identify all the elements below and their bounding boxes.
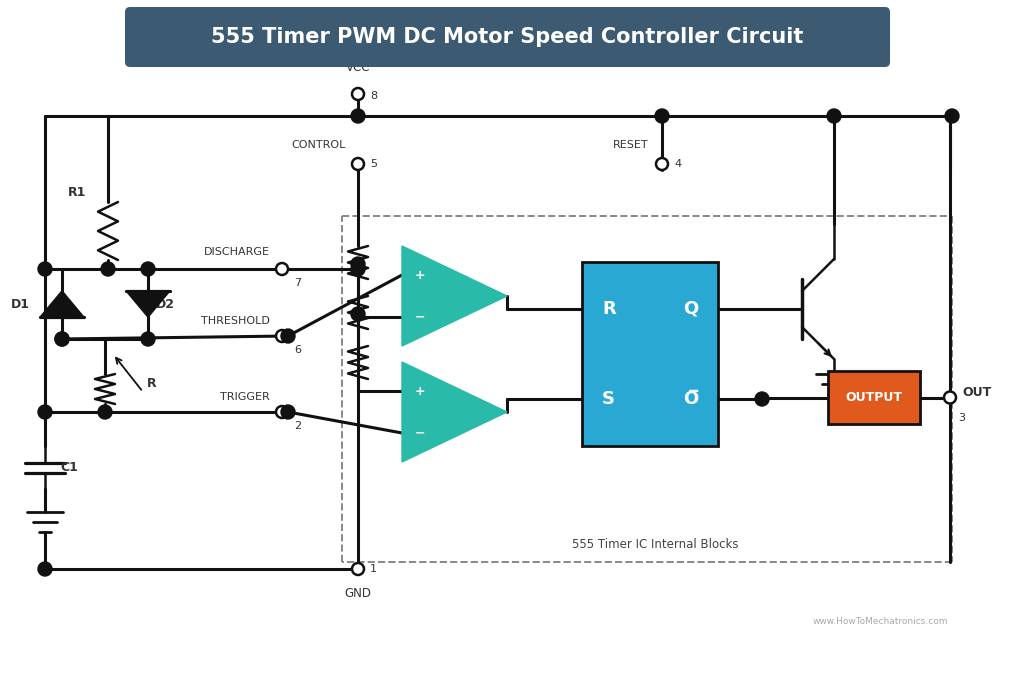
Circle shape: [827, 109, 841, 123]
Circle shape: [945, 109, 959, 123]
Circle shape: [38, 405, 52, 419]
Text: GND: GND: [344, 587, 372, 600]
Text: THRESHOLD: THRESHOLD: [201, 316, 270, 326]
Circle shape: [276, 263, 288, 275]
Text: CONTROL: CONTROL: [292, 140, 346, 150]
Circle shape: [276, 330, 288, 342]
Text: www.HowToMechatronics.com: www.HowToMechatronics.com: [812, 617, 948, 626]
Text: DISCHARGE: DISCHARGE: [204, 247, 270, 257]
Circle shape: [98, 405, 112, 419]
Circle shape: [351, 257, 365, 271]
Circle shape: [352, 563, 364, 575]
Circle shape: [351, 262, 365, 276]
Text: 555 Timer IC Internal Blocks: 555 Timer IC Internal Blocks: [571, 537, 738, 551]
Text: S: S: [602, 390, 615, 408]
Text: −: −: [415, 427, 425, 439]
Circle shape: [281, 329, 295, 343]
Circle shape: [38, 562, 52, 576]
Circle shape: [101, 262, 115, 276]
Text: R1: R1: [68, 186, 86, 199]
Polygon shape: [402, 246, 507, 346]
Text: O̅: O̅: [683, 390, 698, 408]
Text: 6: 6: [294, 345, 301, 355]
Text: R: R: [147, 377, 157, 390]
Text: 555 Timer PWM DC Motor Speed Controller Circuit: 555 Timer PWM DC Motor Speed Controller …: [211, 27, 803, 47]
Circle shape: [141, 262, 155, 276]
FancyBboxPatch shape: [582, 262, 718, 446]
Text: D2: D2: [156, 297, 175, 311]
Text: −: −: [415, 311, 425, 324]
Circle shape: [352, 88, 364, 100]
Circle shape: [276, 406, 288, 418]
Text: D1: D1: [11, 297, 30, 311]
Text: 3: 3: [958, 412, 965, 423]
FancyBboxPatch shape: [125, 7, 890, 67]
Text: VCC: VCC: [346, 61, 371, 74]
Polygon shape: [126, 290, 170, 317]
Text: 4: 4: [674, 159, 681, 169]
Circle shape: [944, 392, 956, 404]
Circle shape: [655, 109, 669, 123]
Text: 1: 1: [370, 564, 377, 574]
Text: OUTPUT: OUTPUT: [846, 391, 902, 404]
Circle shape: [141, 332, 155, 346]
FancyBboxPatch shape: [828, 371, 920, 424]
Circle shape: [55, 332, 69, 346]
Circle shape: [281, 405, 295, 419]
Circle shape: [38, 262, 52, 276]
Text: Q: Q: [683, 300, 698, 318]
Circle shape: [351, 307, 365, 321]
Text: RESET: RESET: [612, 140, 648, 150]
Text: 5: 5: [370, 159, 377, 169]
Text: R: R: [602, 300, 615, 318]
Text: 7: 7: [294, 278, 301, 288]
Text: 8: 8: [370, 91, 377, 101]
Text: +: +: [414, 384, 425, 398]
Circle shape: [656, 158, 668, 170]
Circle shape: [351, 109, 365, 123]
Circle shape: [755, 392, 769, 406]
Polygon shape: [40, 290, 84, 317]
Text: 2: 2: [294, 421, 301, 431]
Text: OUT: OUT: [962, 386, 991, 399]
Circle shape: [55, 332, 69, 346]
Text: +: +: [414, 268, 425, 282]
Text: TRIGGER: TRIGGER: [220, 392, 270, 402]
Polygon shape: [402, 362, 507, 462]
Circle shape: [352, 158, 364, 170]
Text: C1: C1: [60, 460, 78, 474]
